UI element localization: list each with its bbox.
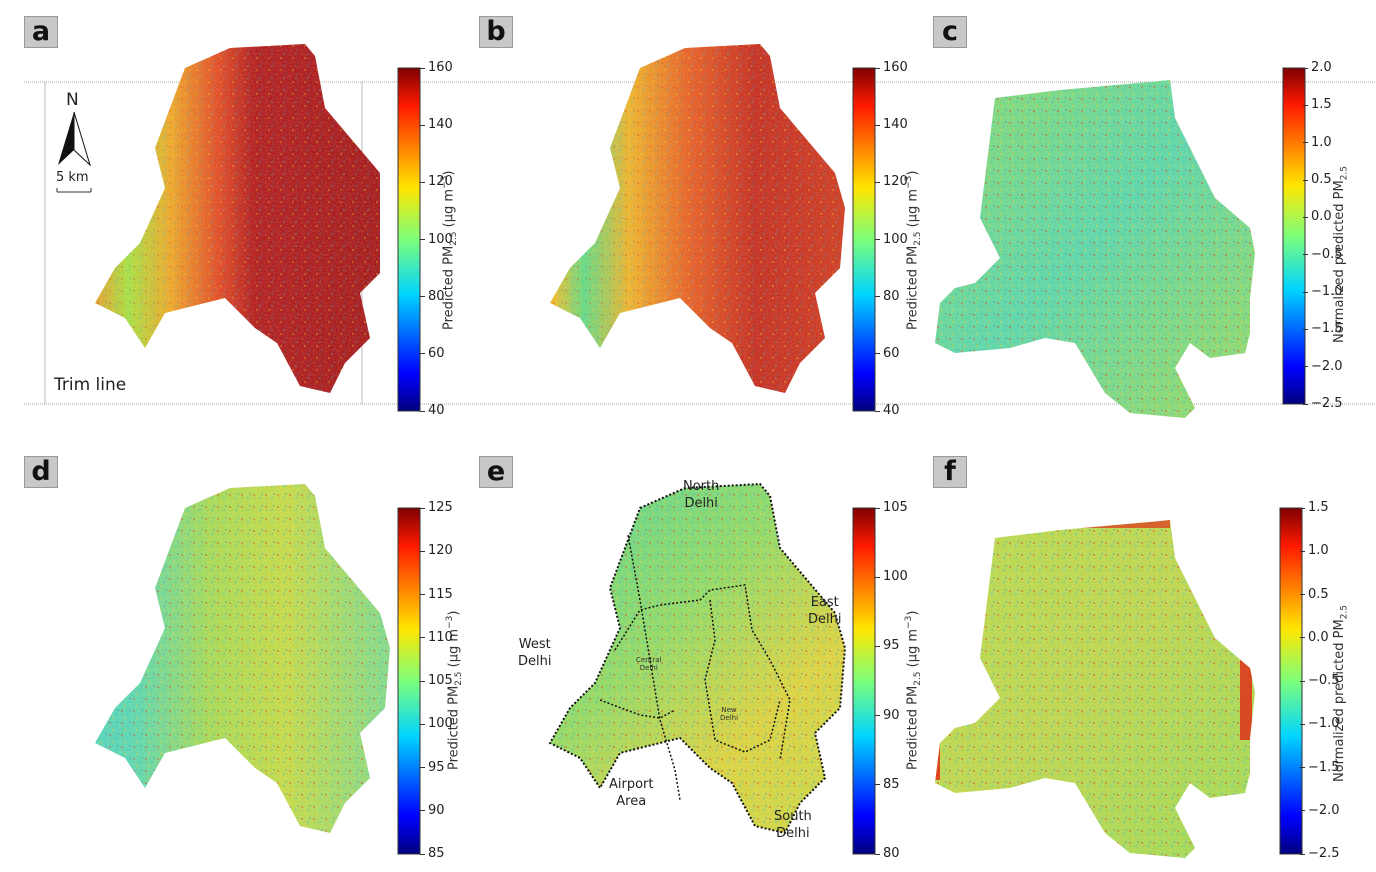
colorbar-c-tick: −2.5 xyxy=(1303,396,1343,411)
north-label: N xyxy=(66,90,79,110)
colorbar-e-tick: 85 xyxy=(875,776,900,792)
panel-label-c: c xyxy=(933,16,967,48)
colorbar-c-label: Normalized predicted PM2.5 xyxy=(1332,165,1350,343)
colorbar-f xyxy=(1279,507,1303,855)
colorbar-e-label: Predicted PM2.5 (μg m−3) xyxy=(904,610,923,770)
region-new-delhi: New Delhi xyxy=(720,706,739,722)
panel-label-b: b xyxy=(479,16,513,48)
colorbar-d xyxy=(397,507,421,855)
map-panel-d xyxy=(95,484,390,833)
region-west-delhi: West Delhi xyxy=(518,637,552,669)
colorbar-a-label: Predicted PM2.5 (μg m−3) xyxy=(440,170,459,330)
colorbar-e xyxy=(852,507,876,855)
district-boundary-west xyxy=(627,534,681,801)
colorbar-a-tick: 140 xyxy=(420,117,453,133)
north-arrow-icon xyxy=(58,111,92,167)
new-delhi-boundary xyxy=(704,599,781,753)
colorbar-b-tick: 100 xyxy=(875,231,908,247)
colorbar-d-tick: 120 xyxy=(420,543,453,559)
colorbar-d-tick: 125 xyxy=(420,500,453,515)
colorbar-d-tick: 95 xyxy=(420,759,445,775)
colorbar-c-tick: 1.0 xyxy=(1303,134,1332,150)
region-central-delhi: Central Delhi xyxy=(636,656,662,672)
colorbar-b-tick: 120 xyxy=(875,174,908,190)
region-south-delhi: South Delhi xyxy=(774,809,812,841)
panel-label-a: a xyxy=(24,16,58,48)
colorbar-f-label: Normalized predicted PM2.5 xyxy=(1332,604,1350,782)
colorbar-c-tick: 2.0 xyxy=(1303,60,1332,75)
colorbar-f-tick: −1.5 xyxy=(1300,759,1340,775)
colorbar-f-tick: 0.0 xyxy=(1300,629,1329,645)
colorbar-d-tick: 110 xyxy=(420,629,453,645)
colorbar-b-label: Predicted PM2.5 (μg m−3) xyxy=(904,170,923,330)
colorbar-f-tick: 1.0 xyxy=(1300,543,1329,559)
panel-label-e: e xyxy=(479,456,513,488)
colorbar-b-tick: 40 xyxy=(875,403,900,418)
colorbar-d-tick: 100 xyxy=(420,716,453,732)
scale-bar-label: 5 km xyxy=(56,170,89,185)
trim-line-label: Trim line xyxy=(54,375,127,395)
colorbar-e-tick: 95 xyxy=(875,638,900,654)
colorbar-c-tick: −1.0 xyxy=(1303,284,1343,299)
colorbar-f-tick: −2.5 xyxy=(1300,846,1340,861)
colorbar-f-tick: 0.5 xyxy=(1300,586,1329,602)
colorbar-a-tick: 80 xyxy=(420,288,445,304)
map-panel-c xyxy=(935,80,1255,418)
colorbar-c-tick: −2.0 xyxy=(1303,358,1343,374)
colorbar-c xyxy=(1282,67,1306,405)
region-east-delhi: East Delhi xyxy=(808,595,842,627)
colorbar-b-tick: 80 xyxy=(875,288,900,304)
colorbar-a-tick: 60 xyxy=(420,345,445,361)
colorbar-a-tick: 160 xyxy=(420,60,453,75)
colorbar-c-tick: 0.5 xyxy=(1303,172,1332,187)
region-north-delhi: North Delhi xyxy=(683,479,720,511)
colorbar-c-tick: 1.5 xyxy=(1303,97,1332,113)
region-airport-area: Airport Area xyxy=(609,777,654,809)
colorbar-a-tick: 40 xyxy=(420,403,445,418)
colorbar-a xyxy=(397,67,421,412)
colorbar-d-tick: 105 xyxy=(420,673,453,688)
colorbar-b-tick: 140 xyxy=(875,117,908,133)
colorbar-d-tick: 115 xyxy=(420,586,453,602)
colorbar-e-tick: 100 xyxy=(875,569,908,585)
colorbar-d-tick: 85 xyxy=(420,846,445,861)
colorbar-c-tick: −0.5 xyxy=(1303,246,1343,262)
colorbar-d-tick: 90 xyxy=(420,802,445,818)
colorbar-d-label: Predicted PM2.5 (μg m−3) xyxy=(445,610,464,770)
colorbar-b-tick: 160 xyxy=(875,60,908,75)
airport-boundary xyxy=(599,699,676,719)
colorbar-f-tick: −2.0 xyxy=(1300,802,1340,818)
colorbar-f-tick: −1.0 xyxy=(1300,716,1340,732)
map-panel-f xyxy=(935,520,1255,858)
colorbar-b-tick: 60 xyxy=(875,345,900,361)
colorbar-e-tick: 90 xyxy=(875,707,900,723)
colorbar-e-tick: 105 xyxy=(875,500,908,515)
colorbar-c-tick: −1.5 xyxy=(1303,321,1343,337)
colorbar-c-tick: 0.0 xyxy=(1303,209,1332,225)
colorbar-f-tick: 1.5 xyxy=(1300,500,1329,515)
panel-label-d: d xyxy=(24,456,58,488)
colorbar-f-tick: −0.5 xyxy=(1300,673,1340,688)
colorbar-a-tick: 120 xyxy=(420,174,453,190)
colorbar-b xyxy=(852,67,876,412)
district-boundary-central xyxy=(614,584,791,761)
colorbar-e-tick: 80 xyxy=(875,846,900,861)
colorbar-a-tick: 100 xyxy=(420,231,453,247)
panel-label-f: f xyxy=(933,456,967,488)
map-panel-b xyxy=(550,44,845,393)
